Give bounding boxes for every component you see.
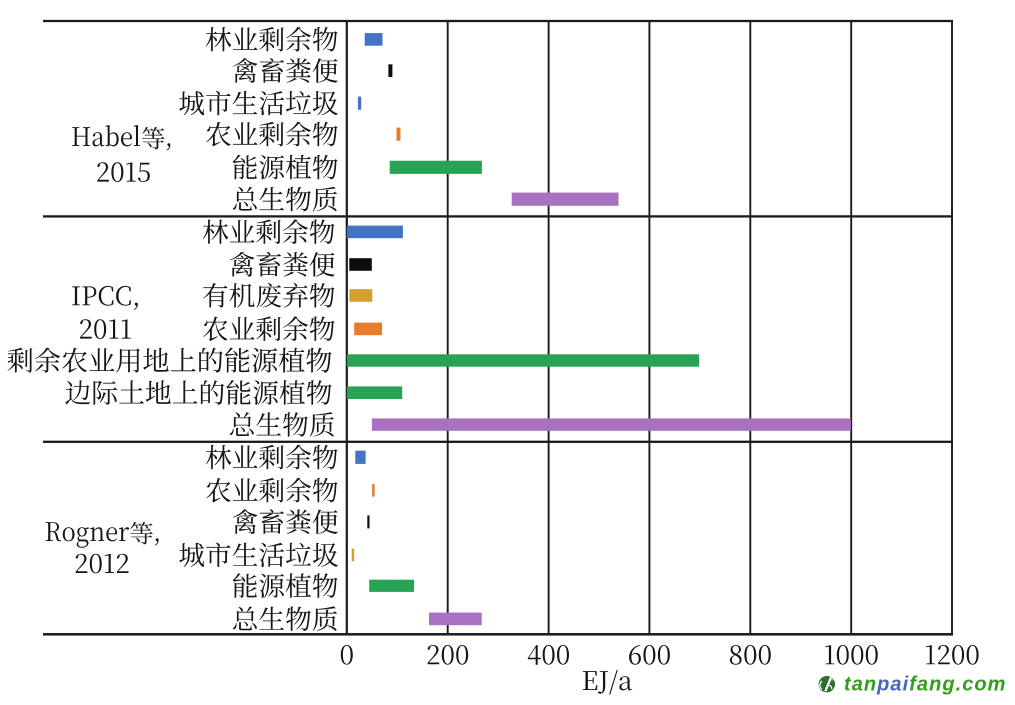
svg-text:tanpaifang.com: tanpaifang.com [844,674,1007,696]
